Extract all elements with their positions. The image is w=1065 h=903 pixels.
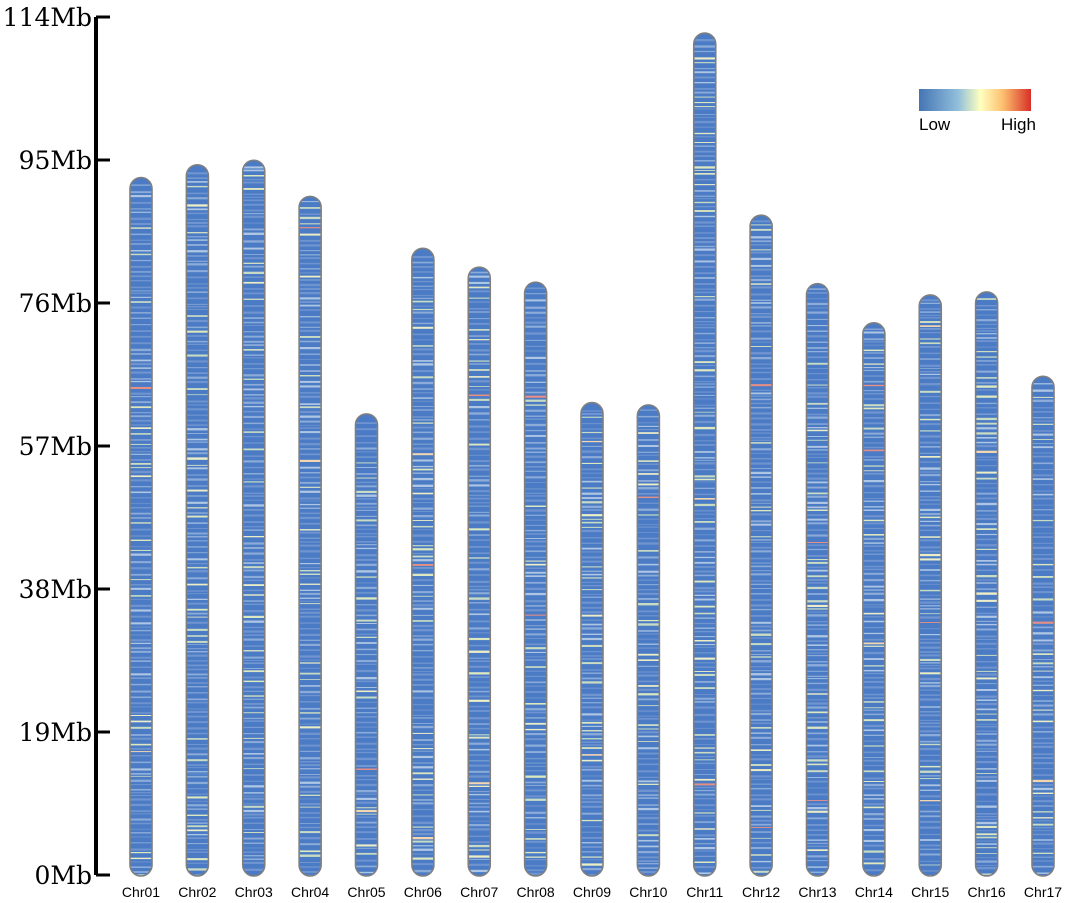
chromosome-outline <box>749 214 773 877</box>
density-stripes <box>975 298 998 875</box>
chromosome-label: Chr06 <box>404 884 442 900</box>
density-stripes <box>411 256 434 873</box>
chromosome-chr14: Chr14 <box>855 322 893 900</box>
density-stripes <box>468 271 491 873</box>
y-tick-label: 0Mb <box>34 861 92 890</box>
chromosome-body <box>1032 376 1054 876</box>
chromosome-chr15: Chr15 <box>911 294 950 900</box>
density-stripes <box>524 287 547 875</box>
y-axis: 0Mb 19Mb 38Mb 57Mb 76Mb 95Mb 114Mb <box>3 3 110 890</box>
chromosome-label: Chr07 <box>460 884 498 900</box>
density-stripes <box>299 201 322 876</box>
legend-gradient-bar <box>919 89 1031 111</box>
chromosome-label: Chr13 <box>798 884 836 900</box>
y-tick-label: 95Mb <box>19 146 92 175</box>
chromosome-outline <box>805 282 830 877</box>
chromosome-chr04: Chr04 <box>291 195 329 900</box>
chromosome-label: Chr02 <box>178 884 216 900</box>
chromosome-label: Chr04 <box>291 884 329 900</box>
chromosome-outline <box>636 404 661 877</box>
y-tick-label: 76Mb <box>19 289 92 318</box>
y-tick-label: 114Mb <box>3 3 92 32</box>
chromosome-outline <box>354 413 379 877</box>
density-stripes <box>130 184 152 876</box>
chromosome-body <box>186 164 209 876</box>
chromosomes: Chr01 Chr02 Chr03 Chr04 Chr05 Chr06 Chr07 Chr08… <box>122 32 1062 900</box>
chromosome-chr01: Chr01 <box>122 176 160 900</box>
chromosome-chr05: Chr05 <box>347 413 386 900</box>
chromosome-outline <box>1031 375 1055 877</box>
chromosome-label: Chr01 <box>122 884 160 900</box>
chromosome-outline <box>185 163 210 877</box>
density-stripes <box>186 172 209 876</box>
chromosome-outline <box>298 195 322 877</box>
chromosome-chr08: Chr08 <box>517 281 555 900</box>
chromosome-chr07: Chr07 <box>460 266 499 900</box>
y-tick-label: 38Mb <box>19 575 92 604</box>
density-stripes <box>1032 383 1054 874</box>
chromosome-outline <box>862 322 886 877</box>
chromosome-chr16: Chr16 <box>968 291 1006 900</box>
chromosome-outline <box>467 266 492 877</box>
density-stripes <box>693 39 716 875</box>
chromosome-outline <box>918 294 943 877</box>
chromosome-outline <box>974 291 999 877</box>
chromosome-chr11: Chr11 <box>686 32 724 900</box>
legend-high-label: High <box>1001 115 1036 134</box>
chromosome-label: Chr12 <box>742 884 780 900</box>
chromosome-chr03: Chr03 <box>235 159 273 900</box>
chromosome-outline <box>580 401 604 877</box>
chromosome-outline <box>241 159 266 877</box>
chromosome-label: Chr03 <box>235 884 273 900</box>
chromosome-label: Chr05 <box>347 884 385 900</box>
density-stripes <box>919 299 942 876</box>
density-stripes <box>355 422 378 874</box>
chromosome-outline <box>129 176 153 877</box>
chromosome-body <box>411 248 434 876</box>
density-stripes <box>862 328 885 877</box>
chromosome-body <box>355 413 378 876</box>
density-stripes <box>242 166 265 877</box>
chromosome-chr09: Chr09 <box>573 401 611 900</box>
density-stripes <box>806 288 829 877</box>
chromosome-body <box>130 177 152 876</box>
chromosome-label: Chr11 <box>686 884 723 900</box>
chromosome-chr12: Chr12 <box>742 214 780 900</box>
density-stripes <box>750 220 773 873</box>
density-stripes <box>581 410 603 876</box>
chromosome-chr02: Chr02 <box>178 163 217 900</box>
chromosome-body <box>693 33 716 876</box>
y-tick-label: 57Mb <box>19 432 92 461</box>
chromosome-outline <box>692 32 717 877</box>
chromosome-body <box>299 196 322 876</box>
legend-low-label: Low <box>919 115 951 134</box>
color-legend: Low High <box>919 89 1036 134</box>
chromosome-label: Chr08 <box>517 884 555 900</box>
y-tick-label: 19Mb <box>19 718 92 747</box>
chromosome-body <box>242 160 265 877</box>
chromosome-outline <box>523 281 548 877</box>
chromosome-chr06: Chr06 <box>404 247 442 900</box>
chromosome-chr17: Chr17 <box>1024 375 1062 900</box>
chromosome-label: Chr14 <box>855 884 893 900</box>
chromosome-label: Chr09 <box>573 884 611 900</box>
chromosome-label: Chr15 <box>911 884 949 900</box>
chromosome-body <box>919 294 942 876</box>
chromosome-chr10: Chr10 <box>629 404 668 900</box>
density-stripes <box>637 409 660 874</box>
chromosome-body <box>468 267 491 876</box>
chromosome-outline <box>411 247 435 877</box>
chromosome-label: Chr10 <box>629 884 667 900</box>
chromosome-label: Chr16 <box>968 884 1006 900</box>
chromosome-chr13: Chr13 <box>798 282 837 900</box>
chromosome-label: Chr17 <box>1024 884 1062 900</box>
